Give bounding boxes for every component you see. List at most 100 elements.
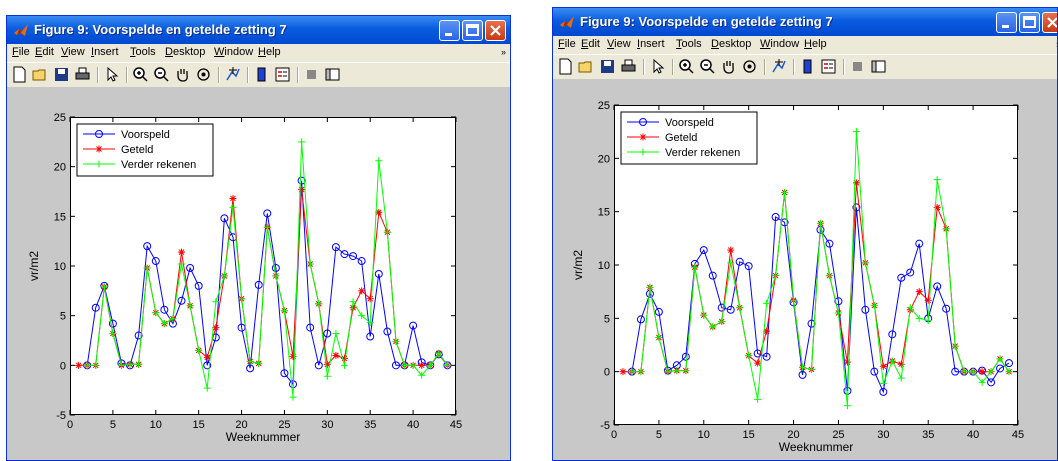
show-plot-tools-button[interactable] bbox=[870, 58, 887, 75]
show-plot-tools-button[interactable] bbox=[324, 66, 341, 83]
legend[interactable]: Voorspeld Geteld Verder rekenen bbox=[76, 123, 214, 177]
menu-file[interactable]: File bbox=[12, 46, 30, 58]
x-tick-label: 0 bbox=[611, 429, 617, 441]
zoom-in-icon bbox=[679, 59, 694, 74]
data-point bbox=[735, 257, 744, 266]
data-point bbox=[708, 271, 717, 280]
y-tick-label: 10 bbox=[54, 261, 66, 273]
data-point bbox=[888, 330, 897, 339]
menu-insert[interactable]: Insert bbox=[637, 38, 665, 50]
zoom-out-button[interactable] bbox=[699, 58, 716, 75]
hide-plot-tools-button[interactable] bbox=[303, 66, 320, 83]
menu-window[interactable]: Window bbox=[214, 46, 254, 58]
y-tick-label: 5 bbox=[604, 313, 610, 325]
hide-plot-tools-button[interactable] bbox=[849, 58, 866, 75]
maximize-button[interactable] bbox=[1019, 12, 1040, 33]
data-cursor-button[interactable] bbox=[770, 58, 787, 75]
new-file-button[interactable] bbox=[11, 66, 28, 83]
zoom-in-button[interactable] bbox=[678, 58, 695, 75]
data-point bbox=[655, 334, 663, 342]
data-point bbox=[109, 330, 117, 338]
data-point bbox=[169, 315, 177, 323]
close-button[interactable] bbox=[1042, 12, 1057, 33]
legend-button[interactable] bbox=[820, 58, 837, 75]
save-button[interactable] bbox=[599, 58, 616, 75]
y-tick-label: 15 bbox=[598, 207, 610, 219]
data-point bbox=[143, 264, 151, 272]
data-point bbox=[879, 379, 887, 387]
colorbar-button[interactable] bbox=[799, 58, 816, 75]
y-axis-label: vr/m2 bbox=[27, 251, 41, 281]
data-point bbox=[83, 361, 91, 369]
menu-tools[interactable]: Tools bbox=[676, 38, 702, 50]
menu-window[interactable]: Window bbox=[760, 38, 800, 50]
data-point bbox=[933, 282, 942, 291]
zoom-out-icon bbox=[700, 59, 715, 74]
pan-hand-button[interactable] bbox=[720, 58, 737, 75]
legend-icon bbox=[821, 59, 836, 74]
data-point bbox=[870, 302, 878, 310]
menu-overflow-arrow[interactable]: » bbox=[1056, 39, 1057, 49]
menu-tools[interactable]: Tools bbox=[130, 46, 156, 58]
menu-desktop[interactable]: Desktop bbox=[711, 38, 752, 50]
pan-hand-button[interactable] bbox=[174, 66, 191, 83]
save-button[interactable] bbox=[53, 66, 70, 83]
data-point bbox=[331, 243, 340, 252]
data-point bbox=[727, 259, 735, 267]
title-bar[interactable]: Figure 9: Voorspelde en getelde zetting … bbox=[7, 16, 510, 44]
data-point bbox=[861, 259, 869, 267]
data-cursor-button[interactable] bbox=[224, 66, 241, 83]
legend-button[interactable] bbox=[274, 66, 291, 83]
data-point bbox=[392, 337, 400, 345]
colorbar-button[interactable] bbox=[253, 66, 270, 83]
menu-desktop[interactable]: Desktop bbox=[165, 46, 206, 58]
open-folder-button[interactable] bbox=[578, 58, 595, 75]
hide-plot-tools-icon bbox=[307, 70, 316, 79]
data-point bbox=[401, 361, 409, 369]
rotate-3d-button[interactable] bbox=[741, 58, 758, 75]
data-point bbox=[349, 252, 358, 261]
menu-bar: File Edit View Insert Tools Desktop Wind… bbox=[553, 36, 1057, 54]
data-point bbox=[960, 368, 968, 376]
print-icon bbox=[75, 67, 90, 80]
rotate-3d-button[interactable] bbox=[195, 66, 212, 83]
data-point bbox=[358, 287, 366, 295]
menu-edit[interactable]: Edit bbox=[581, 38, 600, 50]
menu-file[interactable]: File bbox=[558, 38, 576, 50]
pointer-button[interactable] bbox=[103, 66, 120, 83]
menu-view[interactable]: View bbox=[607, 38, 631, 50]
pointer-button[interactable] bbox=[649, 58, 666, 75]
new-file-button[interactable] bbox=[557, 58, 574, 75]
close-button[interactable] bbox=[485, 20, 506, 41]
menu-insert[interactable]: Insert bbox=[91, 46, 119, 58]
open-folder-button[interactable] bbox=[32, 66, 49, 83]
legend[interactable]: Voorspeld Geteld Verder rekenen bbox=[620, 111, 758, 165]
print-button[interactable] bbox=[74, 66, 91, 83]
menu-edit[interactable]: Edit bbox=[35, 46, 54, 58]
minimize-button[interactable] bbox=[439, 20, 460, 41]
menu-view[interactable]: View bbox=[61, 46, 85, 58]
data-point bbox=[358, 312, 366, 320]
data-point bbox=[924, 296, 932, 304]
minimize-button[interactable] bbox=[996, 12, 1017, 33]
data-point bbox=[933, 176, 941, 184]
matlab-logo-icon bbox=[560, 16, 574, 28]
data-point bbox=[178, 260, 186, 268]
menu-overflow-arrow[interactable]: » bbox=[500, 47, 506, 57]
data-point bbox=[816, 219, 824, 227]
x-tick-label: 45 bbox=[1012, 429, 1024, 441]
data-point bbox=[280, 307, 288, 315]
data-point bbox=[323, 372, 331, 380]
menu-help[interactable]: Help bbox=[804, 38, 827, 50]
toolbar bbox=[553, 54, 1057, 80]
title-bar[interactable]: Figure 9: Voorspelde en getelde zetting … bbox=[553, 8, 1057, 36]
data-point bbox=[134, 331, 143, 340]
maximize-button[interactable] bbox=[462, 20, 483, 41]
toolbar-separator bbox=[793, 59, 795, 75]
menu-help[interactable]: Help bbox=[258, 46, 281, 58]
data-point bbox=[639, 133, 647, 141]
print-button[interactable] bbox=[620, 58, 637, 75]
zoom-in-button[interactable] bbox=[132, 66, 149, 83]
data-point bbox=[229, 203, 237, 211]
zoom-out-button[interactable] bbox=[153, 66, 170, 83]
